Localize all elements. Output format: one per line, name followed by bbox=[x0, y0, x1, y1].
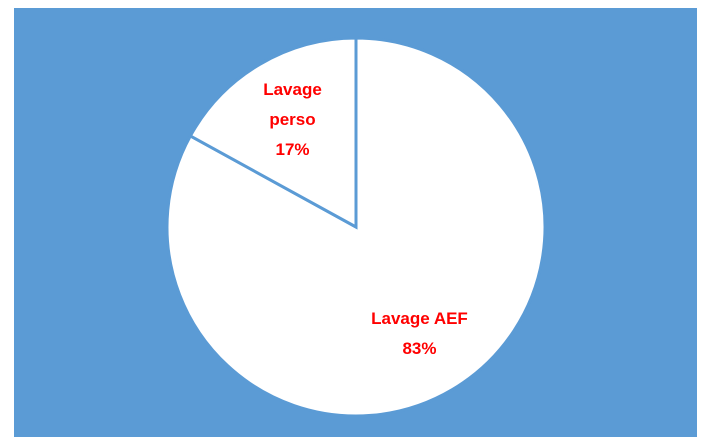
data-label: Lavage perso 17% bbox=[253, 75, 333, 165]
data-label: Lavage AEF 83% bbox=[349, 304, 489, 364]
category-label: Lavage perso bbox=[263, 79, 322, 129]
chart bbox=[165, 36, 547, 418]
value-label: 17% bbox=[275, 139, 310, 159]
category-label: Lavage AEF bbox=[371, 309, 468, 329]
value-label: 83% bbox=[402, 339, 437, 359]
pie-slice bbox=[188, 36, 358, 230]
chart-area: Lavage AEF 83% Lavage perso 17% bbox=[14, 8, 697, 437]
